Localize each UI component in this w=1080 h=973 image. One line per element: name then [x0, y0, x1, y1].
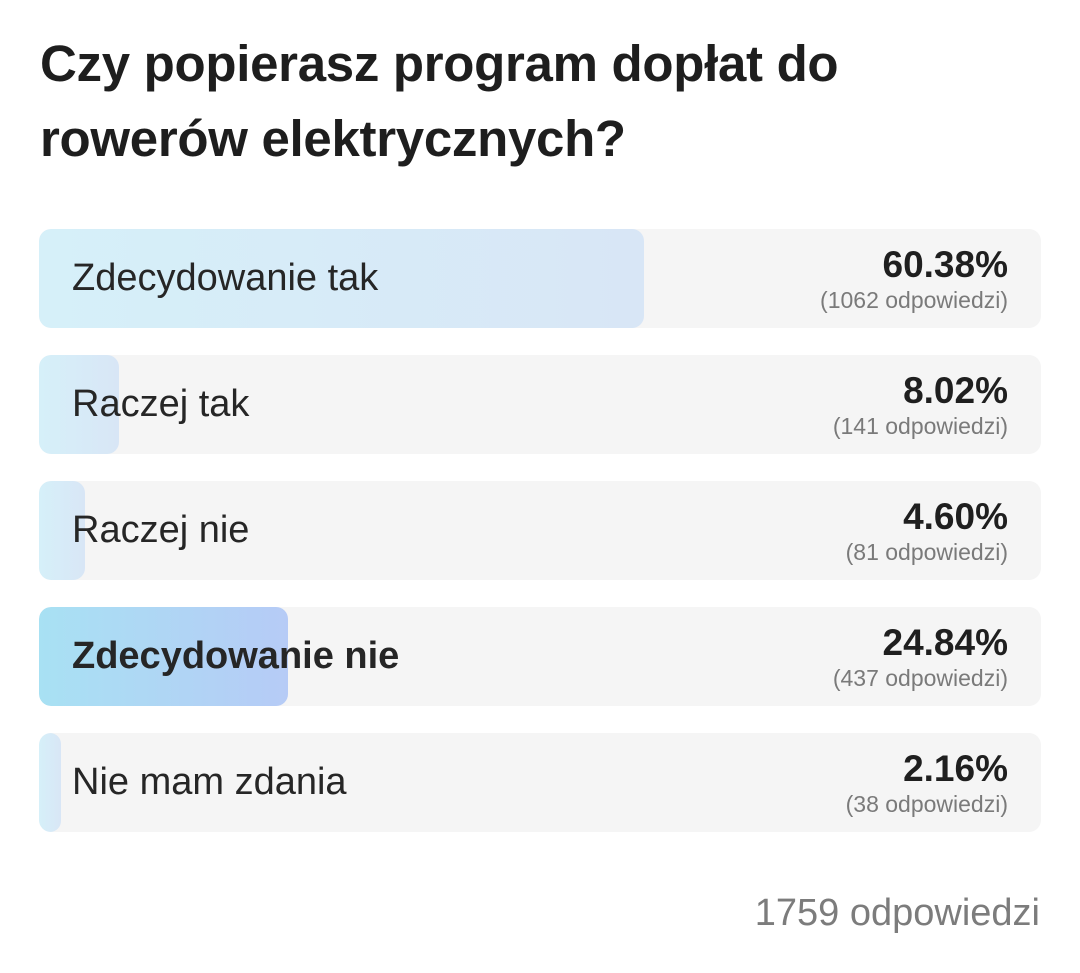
- poll-option[interactable]: Zdecydowanie nie 24.84% (437 odpowiedzi): [39, 607, 1041, 706]
- poll-option[interactable]: Nie mam zdania 2.16% (38 odpowiedzi): [39, 733, 1041, 832]
- poll-option-label: Nie mam zdania: [72, 761, 347, 803]
- poll-option-vote-count: (81 odpowiedzi): [845, 539, 1008, 565]
- poll-option-vote-count: (1062 odpowiedzi): [820, 287, 1008, 313]
- poll-option-result-bar: [39, 733, 61, 832]
- poll-option-percent: 4.60%: [903, 496, 1008, 537]
- poll-option-percent: 8.02%: [903, 370, 1008, 411]
- poll-option[interactable]: Raczej nie 4.60% (81 odpowiedzi): [39, 481, 1041, 580]
- poll-option-vote-count: (437 odpowiedzi): [832, 665, 1008, 691]
- poll-option-label: Raczej nie: [72, 509, 250, 551]
- poll-option-vote-count: (38 odpowiedzi): [845, 791, 1008, 817]
- poll-option-result-bar: [39, 481, 86, 580]
- poll-option-label: Raczej tak: [72, 383, 250, 425]
- poll-option-result-bar: [39, 355, 120, 454]
- total-responses: 1759 odpowiedzi: [754, 892, 1040, 934]
- poll-option-label: Zdecydowanie nie: [72, 635, 400, 677]
- poll-option-label: Zdecydowanie tak: [72, 257, 379, 299]
- poll-option-result-bar: [39, 229, 644, 328]
- poll-option-percent: 2.16%: [903, 748, 1008, 789]
- poll-option-result-bar: [39, 607, 288, 706]
- poll-option[interactable]: Raczej tak 8.02% (141 odpowiedzi): [39, 355, 1041, 454]
- poll-option-vote-count: (141 odpowiedzi): [832, 413, 1008, 439]
- poll-option-percent: 60.38%: [882, 244, 1009, 285]
- poll-option-percent: 24.84%: [882, 622, 1009, 663]
- poll-question: Czy popierasz program dopłat do rowerów …: [40, 35, 839, 167]
- poll-option[interactable]: Zdecydowanie tak 60.38% (1062 odpowiedzi…: [39, 229, 1041, 328]
